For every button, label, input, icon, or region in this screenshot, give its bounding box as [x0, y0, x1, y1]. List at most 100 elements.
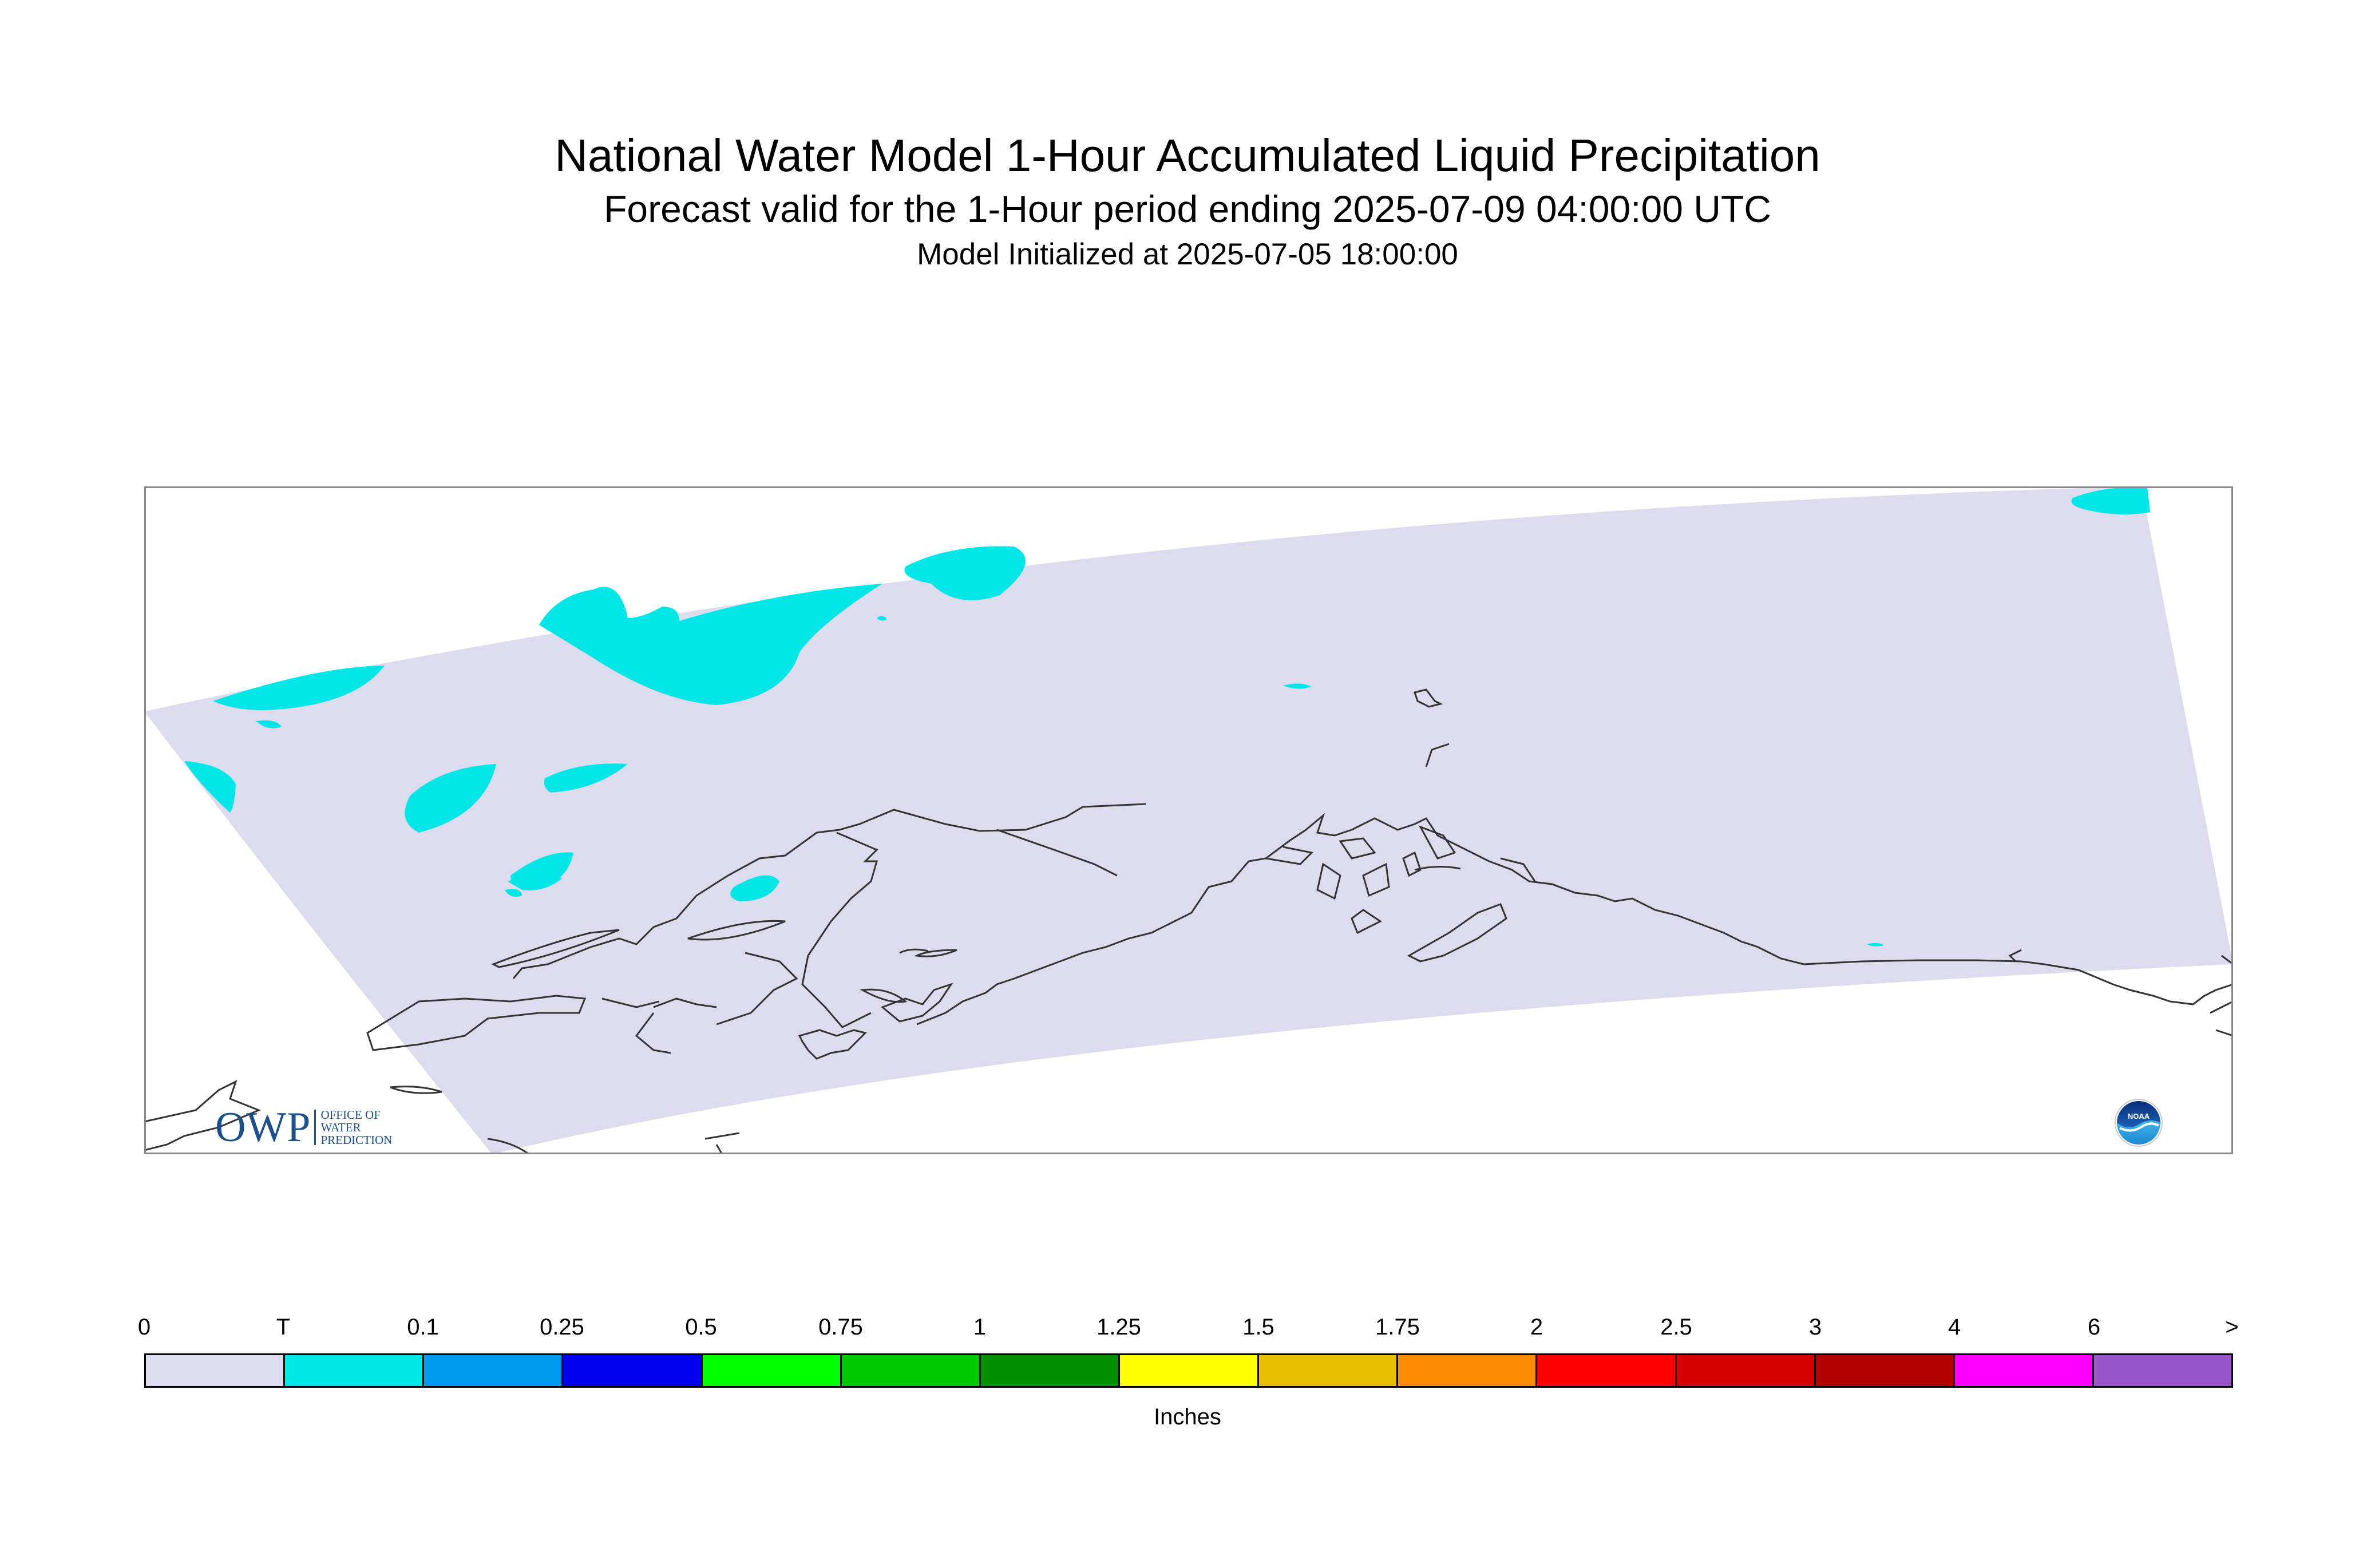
colorbar-segment [702, 1355, 842, 1386]
colorbar-segment [1954, 1355, 2094, 1386]
precip-area [544, 763, 628, 793]
coastline [916, 920, 1175, 1025]
coastline [144, 1080, 261, 1151]
owp-logo-line: OFFICE OF [320, 1108, 381, 1122]
precip-area [1867, 943, 1884, 947]
precip-area [213, 666, 385, 710]
coastline [801, 831, 878, 1028]
coastline [653, 997, 717, 1008]
coastline [1414, 865, 1461, 871]
precip-area [508, 874, 562, 890]
precip-area [505, 889, 522, 897]
colorbar-label: 3 [1808, 1314, 1822, 1340]
precip-area [184, 761, 236, 813]
colorbar-segment [146, 1355, 286, 1386]
colorbar-label: 0.5 [685, 1314, 717, 1340]
precip-colorbar [144, 1353, 2233, 1388]
colorbar-label: 0.1 [407, 1314, 439, 1340]
coastline [2221, 955, 2233, 965]
model-domain-area [144, 486, 2233, 1154]
forecast-valid-subtitle: Forecast valid for the 1-Hour period end… [604, 188, 1771, 230]
colorbar-segment [563, 1355, 703, 1386]
coastline [1316, 862, 1341, 900]
precip-area [1283, 683, 1312, 689]
coastline [1351, 909, 1382, 935]
owp-logo-line: PREDICTION [320, 1133, 393, 1147]
coastline [899, 948, 929, 954]
coastline [1414, 688, 1443, 708]
precip-area [256, 720, 282, 728]
precipitation-map [144, 486, 2233, 1154]
coastline [635, 1012, 671, 1054]
colorbar-segment [1398, 1355, 1538, 1386]
colorbar-label: 1.25 [1097, 1314, 1141, 1340]
precip-area [877, 616, 887, 621]
coastlines [144, 688, 2233, 1154]
coastline [860, 988, 908, 1003]
coastline [1407, 903, 1507, 963]
colorbar-label: T [276, 1314, 291, 1340]
coastline [716, 952, 798, 1025]
coastline [1500, 857, 1536, 882]
coastline [1803, 959, 2233, 1005]
precip-area [904, 546, 1026, 600]
model-init-line: Model Initialized at 2025-07-05 18:00:00 [917, 237, 1458, 271]
colorbar-segment [1815, 1355, 1955, 1386]
map-canvas [144, 486, 2233, 1154]
noaa-logo: NOAA [2114, 1098, 2163, 1147]
colorbar-segment [1537, 1355, 1677, 1386]
colorbar-segment [424, 1355, 564, 1386]
colorbar-segment [980, 1355, 1120, 1386]
precip-area [405, 764, 496, 833]
colorbar-label: 0.25 [540, 1314, 584, 1340]
coastline [601, 997, 660, 1008]
precip-area [2071, 486, 2150, 514]
coastline [1418, 825, 1456, 860]
owp-logo-rule [314, 1110, 316, 1145]
coastline [704, 1132, 740, 1140]
coastline [512, 803, 1146, 979]
colorbar-label: 1.5 [1242, 1314, 1274, 1340]
precip-trace-areas [184, 486, 2150, 947]
colorbar-label: > [2225, 1314, 2239, 1340]
coastline [798, 1029, 867, 1060]
colorbar-segment [285, 1355, 425, 1386]
colorbar-segment [2093, 1355, 2232, 1386]
map-title: National Water Model 1-Hour Accumulated … [555, 130, 1820, 181]
coastline [1174, 813, 1804, 965]
colorbar-label: 2 [1530, 1314, 1543, 1340]
coastline [390, 1086, 442, 1094]
colorbar-label: 0.75 [818, 1314, 863, 1340]
colorbar-label: 1 [973, 1314, 987, 1340]
coastline [491, 929, 620, 968]
coastline [687, 920, 786, 941]
coastline [487, 1138, 528, 1154]
owp-logo-line: WATER [320, 1120, 361, 1134]
colorbar-label: 4 [1948, 1314, 1961, 1340]
coastline [715, 1144, 723, 1154]
colorbar-segment [1119, 1355, 1260, 1386]
owp-logo-mark: OWP [215, 1104, 311, 1151]
coastline [1425, 743, 1450, 767]
colorbar-segment [1676, 1355, 1816, 1386]
colorbar-segment [1259, 1355, 1399, 1386]
precip-area [539, 584, 882, 705]
colorbar-label: 6 [2087, 1314, 2101, 1340]
colorbar-label: 2.5 [1660, 1314, 1692, 1340]
coastline [1362, 862, 1390, 897]
coastline [1265, 846, 1314, 865]
precip-area [730, 875, 779, 901]
colorbar-units: Inches [1154, 1404, 1221, 1430]
coastline [914, 949, 957, 957]
coastline [2215, 1029, 2233, 1037]
owp-logo-text: OFFICE OF WATER PREDICTION [320, 1108, 392, 1146]
coastline [366, 995, 587, 1051]
coastline [1402, 851, 1422, 877]
colorbar-label: 1.75 [1375, 1314, 1420, 1340]
noaa-emblem-icon: NOAA [2115, 1099, 2163, 1147]
coastline [2210, 1000, 2233, 1014]
coastline [2008, 949, 2022, 963]
colorbar-label: 0 [137, 1314, 151, 1340]
coastline [881, 983, 953, 1023]
colorbar-segment [841, 1355, 981, 1386]
